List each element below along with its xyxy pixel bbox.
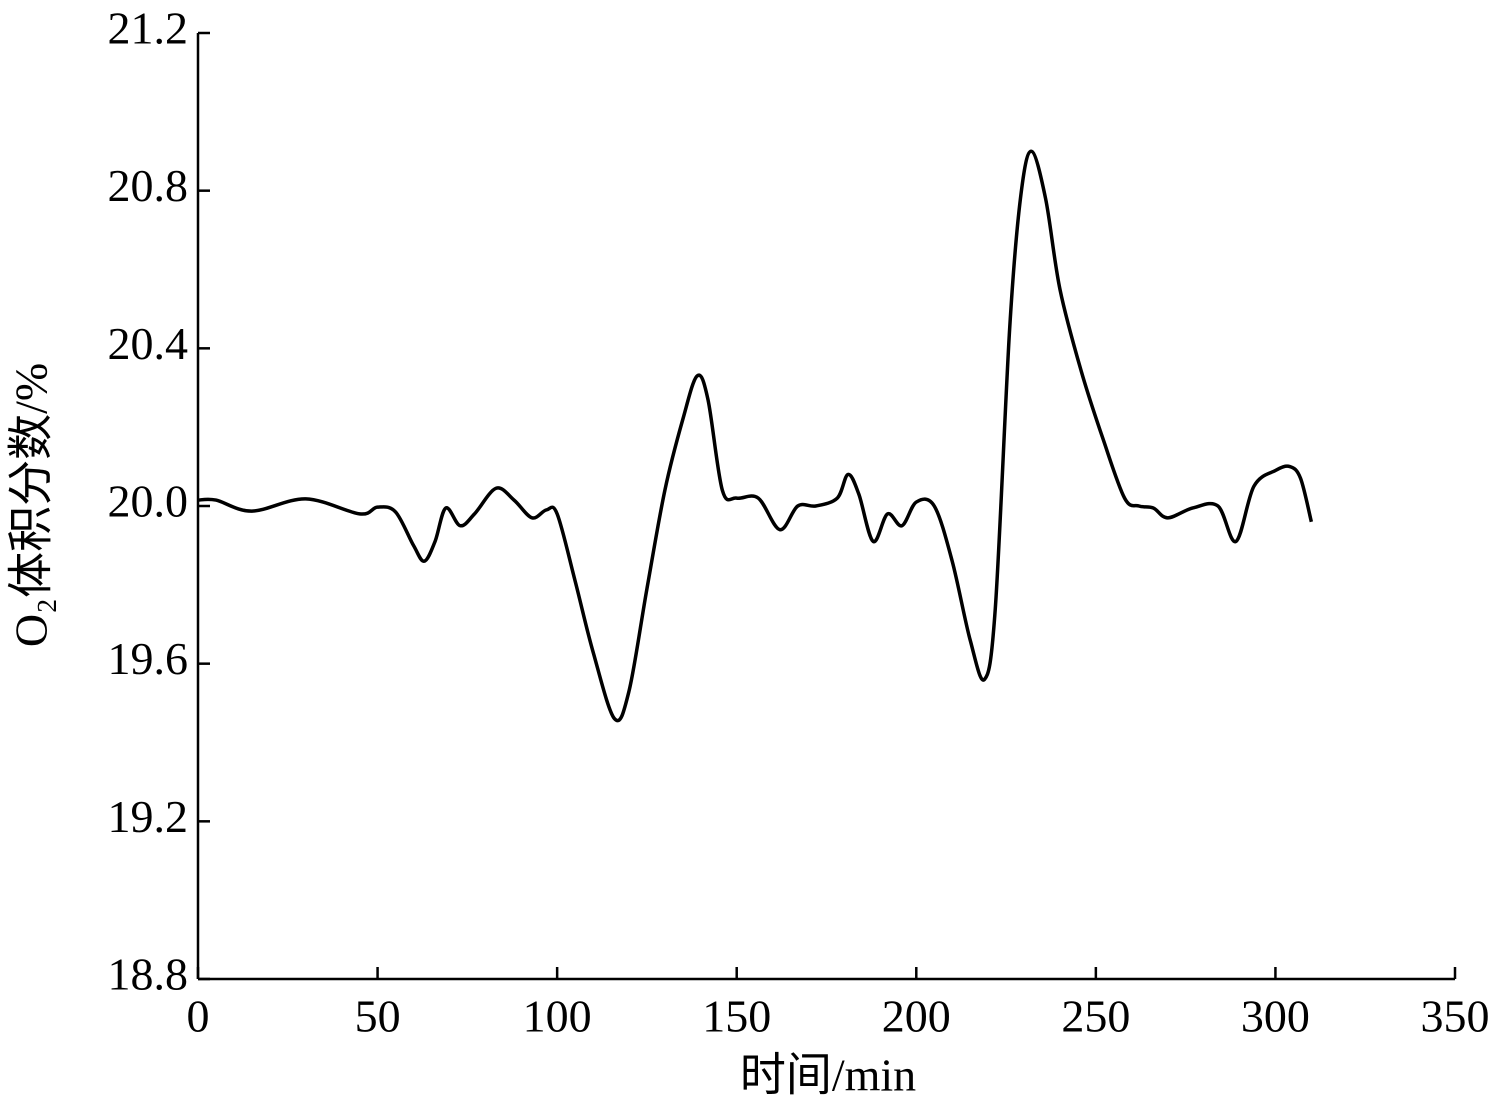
y-tick-label: 19.2: [108, 791, 189, 842]
x-tick-label: 100: [523, 991, 592, 1042]
y-tick-label: 18.8: [108, 949, 189, 1000]
y-tick-label: 20.4: [108, 318, 189, 369]
y-tick-label: 21.2: [108, 3, 189, 54]
y-tick-label: 20.0: [108, 476, 189, 527]
x-tick-label: 250: [1061, 991, 1130, 1042]
x-tick-label: 200: [882, 991, 951, 1042]
x-tick-label: 300: [1241, 991, 1310, 1042]
y-tick-label: 20.8: [108, 160, 189, 211]
x-tick-label: 150: [702, 991, 771, 1042]
y-tick-label: 19.6: [108, 633, 189, 684]
x-tick-label: 50: [355, 991, 401, 1042]
x-tick-label: 350: [1421, 991, 1490, 1042]
data-line: [197, 149, 1314, 723]
x-axis-label: 时间/min: [740, 1050, 916, 1101]
x-tick-label: 0: [187, 991, 210, 1042]
y-axis-label: O₂体积分数/%: [6, 363, 57, 647]
